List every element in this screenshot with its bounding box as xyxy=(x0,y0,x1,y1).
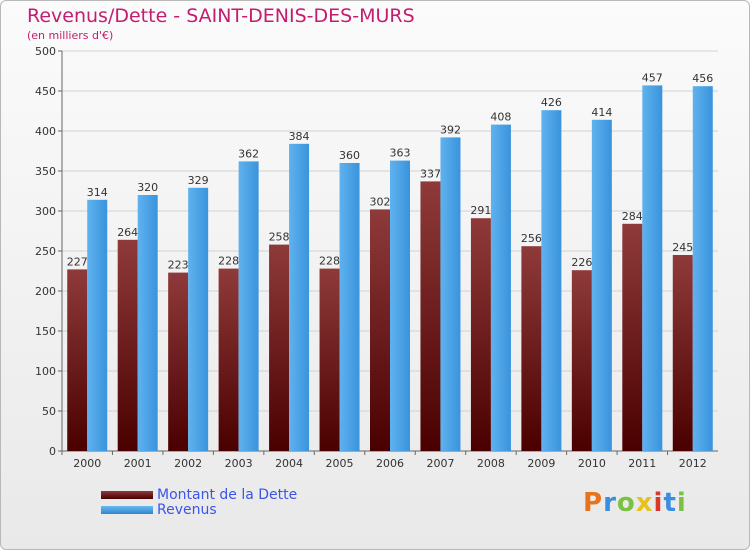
data-label-debt: 337 xyxy=(420,167,441,180)
bar-revenue xyxy=(137,195,158,451)
x-tick-label: 2011 xyxy=(628,457,656,470)
data-label-revenue: 320 xyxy=(137,181,158,194)
bar-debt xyxy=(269,244,290,451)
x-tick-label: 2004 xyxy=(275,457,303,470)
y-tick-label: 300 xyxy=(35,205,56,218)
bar-revenue xyxy=(238,161,259,451)
data-label-revenue: 329 xyxy=(188,174,209,187)
data-label-debt: 264 xyxy=(117,226,138,239)
bar-revenue xyxy=(289,143,310,452)
bar-revenue xyxy=(188,187,209,452)
y-tick-label: 500 xyxy=(35,45,56,58)
data-label-revenue: 408 xyxy=(490,111,511,124)
data-label-revenue: 362 xyxy=(238,147,259,160)
x-tick-label: 2005 xyxy=(326,457,354,470)
chart-subtitle: (en milliers d'€) xyxy=(27,29,114,42)
legend-swatch-debt xyxy=(101,491,153,499)
proxiti-logo: Proxiti xyxy=(583,488,687,518)
bar-revenue xyxy=(591,119,612,452)
bar-debt xyxy=(470,218,491,451)
legend-swatch-revenue xyxy=(101,506,153,514)
bar-debt xyxy=(319,268,340,451)
x-tick-label: 2009 xyxy=(527,457,555,470)
y-tick-label: 50 xyxy=(42,405,56,418)
data-label-debt: 291 xyxy=(470,204,491,217)
bar-debt xyxy=(117,239,138,451)
bar-debt xyxy=(672,255,693,451)
bar-revenue xyxy=(87,199,108,451)
legend-label-debt: Montant de la Dette xyxy=(157,487,298,503)
data-label-debt: 245 xyxy=(672,241,693,254)
bar-debt xyxy=(370,209,390,451)
data-label-revenue: 426 xyxy=(541,96,562,109)
x-tick-label: 2012 xyxy=(679,457,707,470)
bar-debt xyxy=(168,272,189,451)
bar-revenue xyxy=(642,85,663,452)
bar-debt xyxy=(622,223,643,451)
bar-revenue xyxy=(339,163,360,451)
bar-debt xyxy=(67,269,88,451)
data-label-debt: 228 xyxy=(218,255,239,268)
y-tick-label: 150 xyxy=(35,325,56,338)
x-tick-label: 2010 xyxy=(578,457,606,470)
data-label-revenue: 392 xyxy=(440,123,461,136)
data-label-revenue: 456 xyxy=(692,72,713,85)
bars xyxy=(67,85,713,452)
data-label-debt: 228 xyxy=(319,255,340,268)
legend-label-revenue: Revenus xyxy=(157,502,217,518)
data-label-debt: 256 xyxy=(521,232,542,245)
bar-debt xyxy=(420,181,441,451)
bar-revenue xyxy=(490,124,511,451)
bar-revenue xyxy=(390,160,410,451)
data-label-debt: 284 xyxy=(622,210,643,223)
x-tick-label: 2003 xyxy=(225,457,253,470)
data-label-debt: 226 xyxy=(571,256,592,269)
data-label-revenue: 360 xyxy=(339,149,360,162)
y-tick-label: 100 xyxy=(35,365,56,378)
x-tick-label: 2008 xyxy=(477,457,505,470)
data-label-revenue: 314 xyxy=(87,186,108,199)
x-tick-label: 2001 xyxy=(124,457,152,470)
data-label-debt: 258 xyxy=(269,231,290,244)
data-label-debt: 223 xyxy=(168,259,189,272)
bar-revenue xyxy=(440,137,461,451)
bar-debt xyxy=(571,270,592,451)
y-tick-label: 350 xyxy=(35,165,56,178)
x-tick-label: 2000 xyxy=(73,457,101,470)
data-label-revenue: 457 xyxy=(642,71,663,84)
data-label-revenue: 363 xyxy=(390,147,411,160)
axes: 0 50 100 150 200 250 300 350 400 450 500 2000 2001 20… xyxy=(35,45,718,470)
chart-title: Revenus/Dette - SAINT-DENIS-DES-MURS xyxy=(27,5,415,27)
y-tick-label: 200 xyxy=(35,285,56,298)
x-tick-label: 2007 xyxy=(426,457,454,470)
data-label-revenue: 384 xyxy=(289,130,310,143)
data-label-debt: 227 xyxy=(67,255,88,268)
data-labels: 227 314 264 320 223 329 228 362 258 384 228 360 302 3… xyxy=(67,71,714,271)
data-label-debt: 302 xyxy=(370,195,391,208)
y-tick-label: 250 xyxy=(35,245,56,258)
bar-revenue xyxy=(692,86,713,451)
x-tick-label: 2006 xyxy=(376,457,404,470)
y-tick-label: 400 xyxy=(35,125,56,138)
bar-debt xyxy=(521,246,542,451)
y-tick-label: 0 xyxy=(49,445,56,458)
bar-debt xyxy=(218,268,239,451)
y-tick-label: 450 xyxy=(35,85,56,98)
x-tick-label: 2002 xyxy=(174,457,202,470)
data-label-revenue: 414 xyxy=(591,106,612,119)
bar-revenue xyxy=(541,110,562,451)
